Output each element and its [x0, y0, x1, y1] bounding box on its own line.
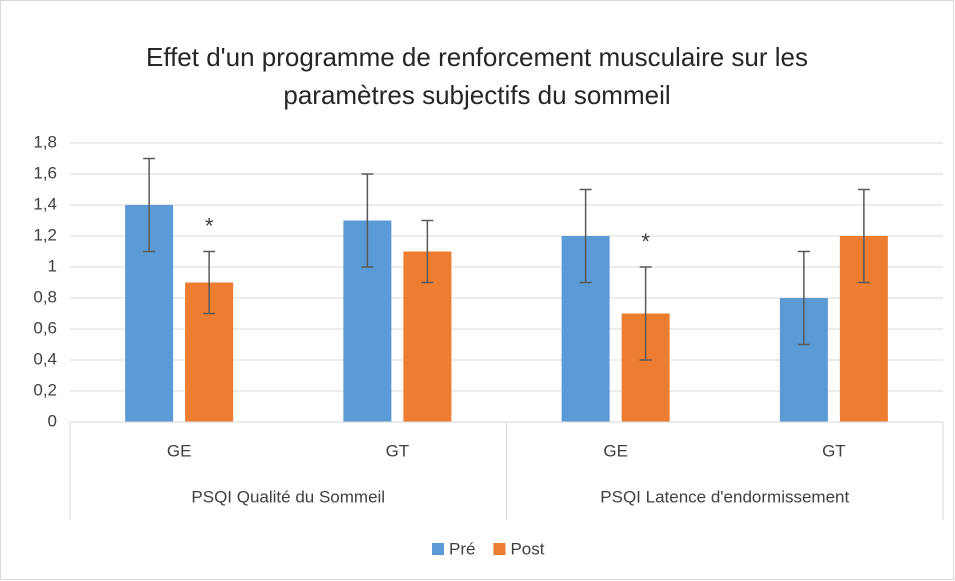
- x-tick-label: GE: [603, 441, 628, 460]
- y-tick-label: 0,4: [33, 349, 57, 368]
- y-tick-label: 0,6: [33, 318, 57, 337]
- error-bar: [857, 188, 870, 284]
- x-tick-label: GT: [822, 441, 846, 460]
- error-bar: [143, 157, 156, 253]
- error-bar: [361, 173, 374, 268]
- error-bar: [579, 188, 592, 284]
- annotation: *: [205, 213, 214, 238]
- legend-label: Pré: [449, 539, 475, 558]
- y-tick-label: 1,2: [33, 225, 57, 244]
- error-bar: [203, 250, 216, 315]
- y-tick-label: 0: [48, 411, 57, 430]
- error-bar: [797, 250, 810, 346]
- group-label: PSQI Latence d'endormissement: [600, 487, 849, 506]
- chart-title: Effet d'un programme de renforcement mus…: [145, 42, 808, 110]
- y-tick-label: 0,2: [33, 380, 57, 399]
- x-tick-label: GE: [167, 441, 192, 460]
- error-bar: [639, 266, 652, 361]
- legend-swatch: [432, 543, 444, 555]
- y-tick-label: 1,8: [33, 132, 57, 151]
- y-tick-label: 0,8: [33, 287, 57, 306]
- group-label: PSQI Qualité du Sommeil: [191, 487, 385, 506]
- error-bar: [421, 219, 434, 284]
- y-tick-label: 1,6: [33, 163, 57, 182]
- legend-swatch: [493, 543, 506, 555]
- x-tick-label: GT: [386, 441, 410, 460]
- y-tick-label: 1,4: [33, 194, 57, 213]
- y-tick-label: 1: [48, 256, 57, 275]
- annotation: *: [641, 229, 650, 254]
- legend-label: Post: [510, 539, 544, 558]
